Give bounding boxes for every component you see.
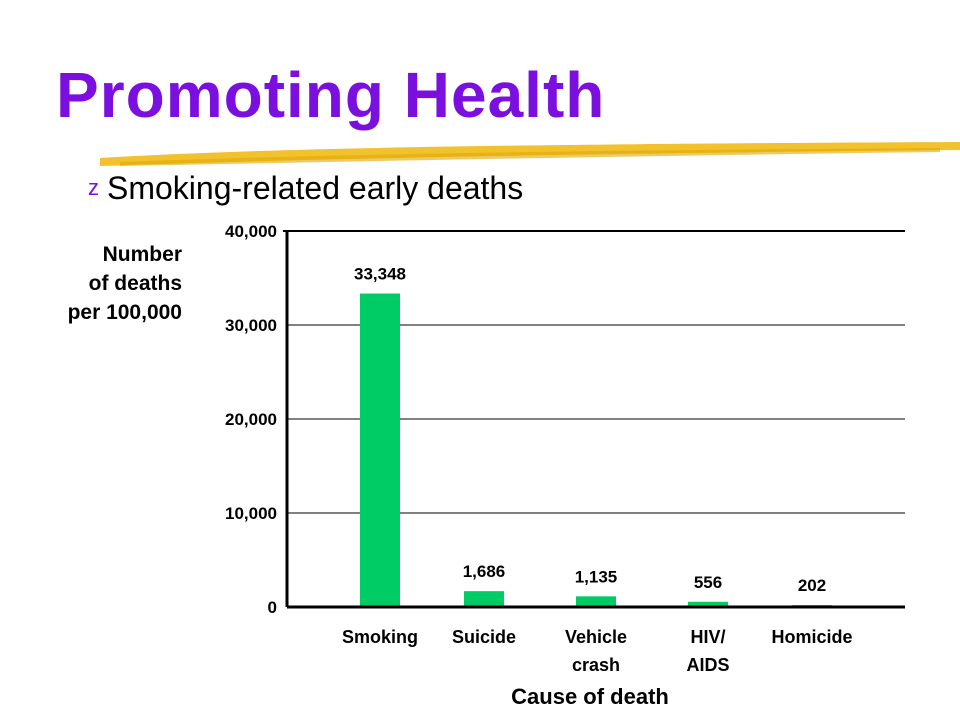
bar-value-label: 1,686 xyxy=(463,562,506,581)
bullet-point: z Smoking-related early deaths xyxy=(88,170,523,207)
bar-value-label: 556 xyxy=(694,573,722,592)
x-tick-label: Suicide xyxy=(452,627,516,647)
bar xyxy=(688,601,728,607)
slide-title: Promoting Health xyxy=(56,59,606,131)
y-tick-label: 0 xyxy=(268,598,277,617)
bullet-icon: z xyxy=(88,175,99,200)
title-underline-swoosh xyxy=(100,142,960,166)
bar-value-label: 202 xyxy=(798,576,826,595)
y-tick-label: 30,000 xyxy=(225,316,277,335)
y-axis-label: Number of deaths per 100,000 xyxy=(67,243,182,324)
x-tick-label: Vehicle xyxy=(565,627,627,647)
x-tick-label: AIDS xyxy=(686,655,729,675)
bar xyxy=(360,293,400,607)
bar xyxy=(464,591,504,607)
x-tick-label: crash xyxy=(572,655,620,675)
bullet-text: Smoking-related early deaths xyxy=(107,170,524,206)
y-tick-label: 40,000 xyxy=(225,222,277,241)
bar-value-label: 1,135 xyxy=(575,567,618,586)
x-tick-label: HIV/ xyxy=(690,627,725,647)
x-tick-label: Homicide xyxy=(771,627,852,647)
bar-value-label: 33,348 xyxy=(354,265,406,284)
bar xyxy=(576,596,616,607)
x-axis-label: Cause of death xyxy=(511,684,669,709)
y-tick-label: 20,000 xyxy=(225,410,277,429)
y-tick-label: 10,000 xyxy=(225,504,277,523)
x-tick-label: Smoking xyxy=(342,627,418,647)
